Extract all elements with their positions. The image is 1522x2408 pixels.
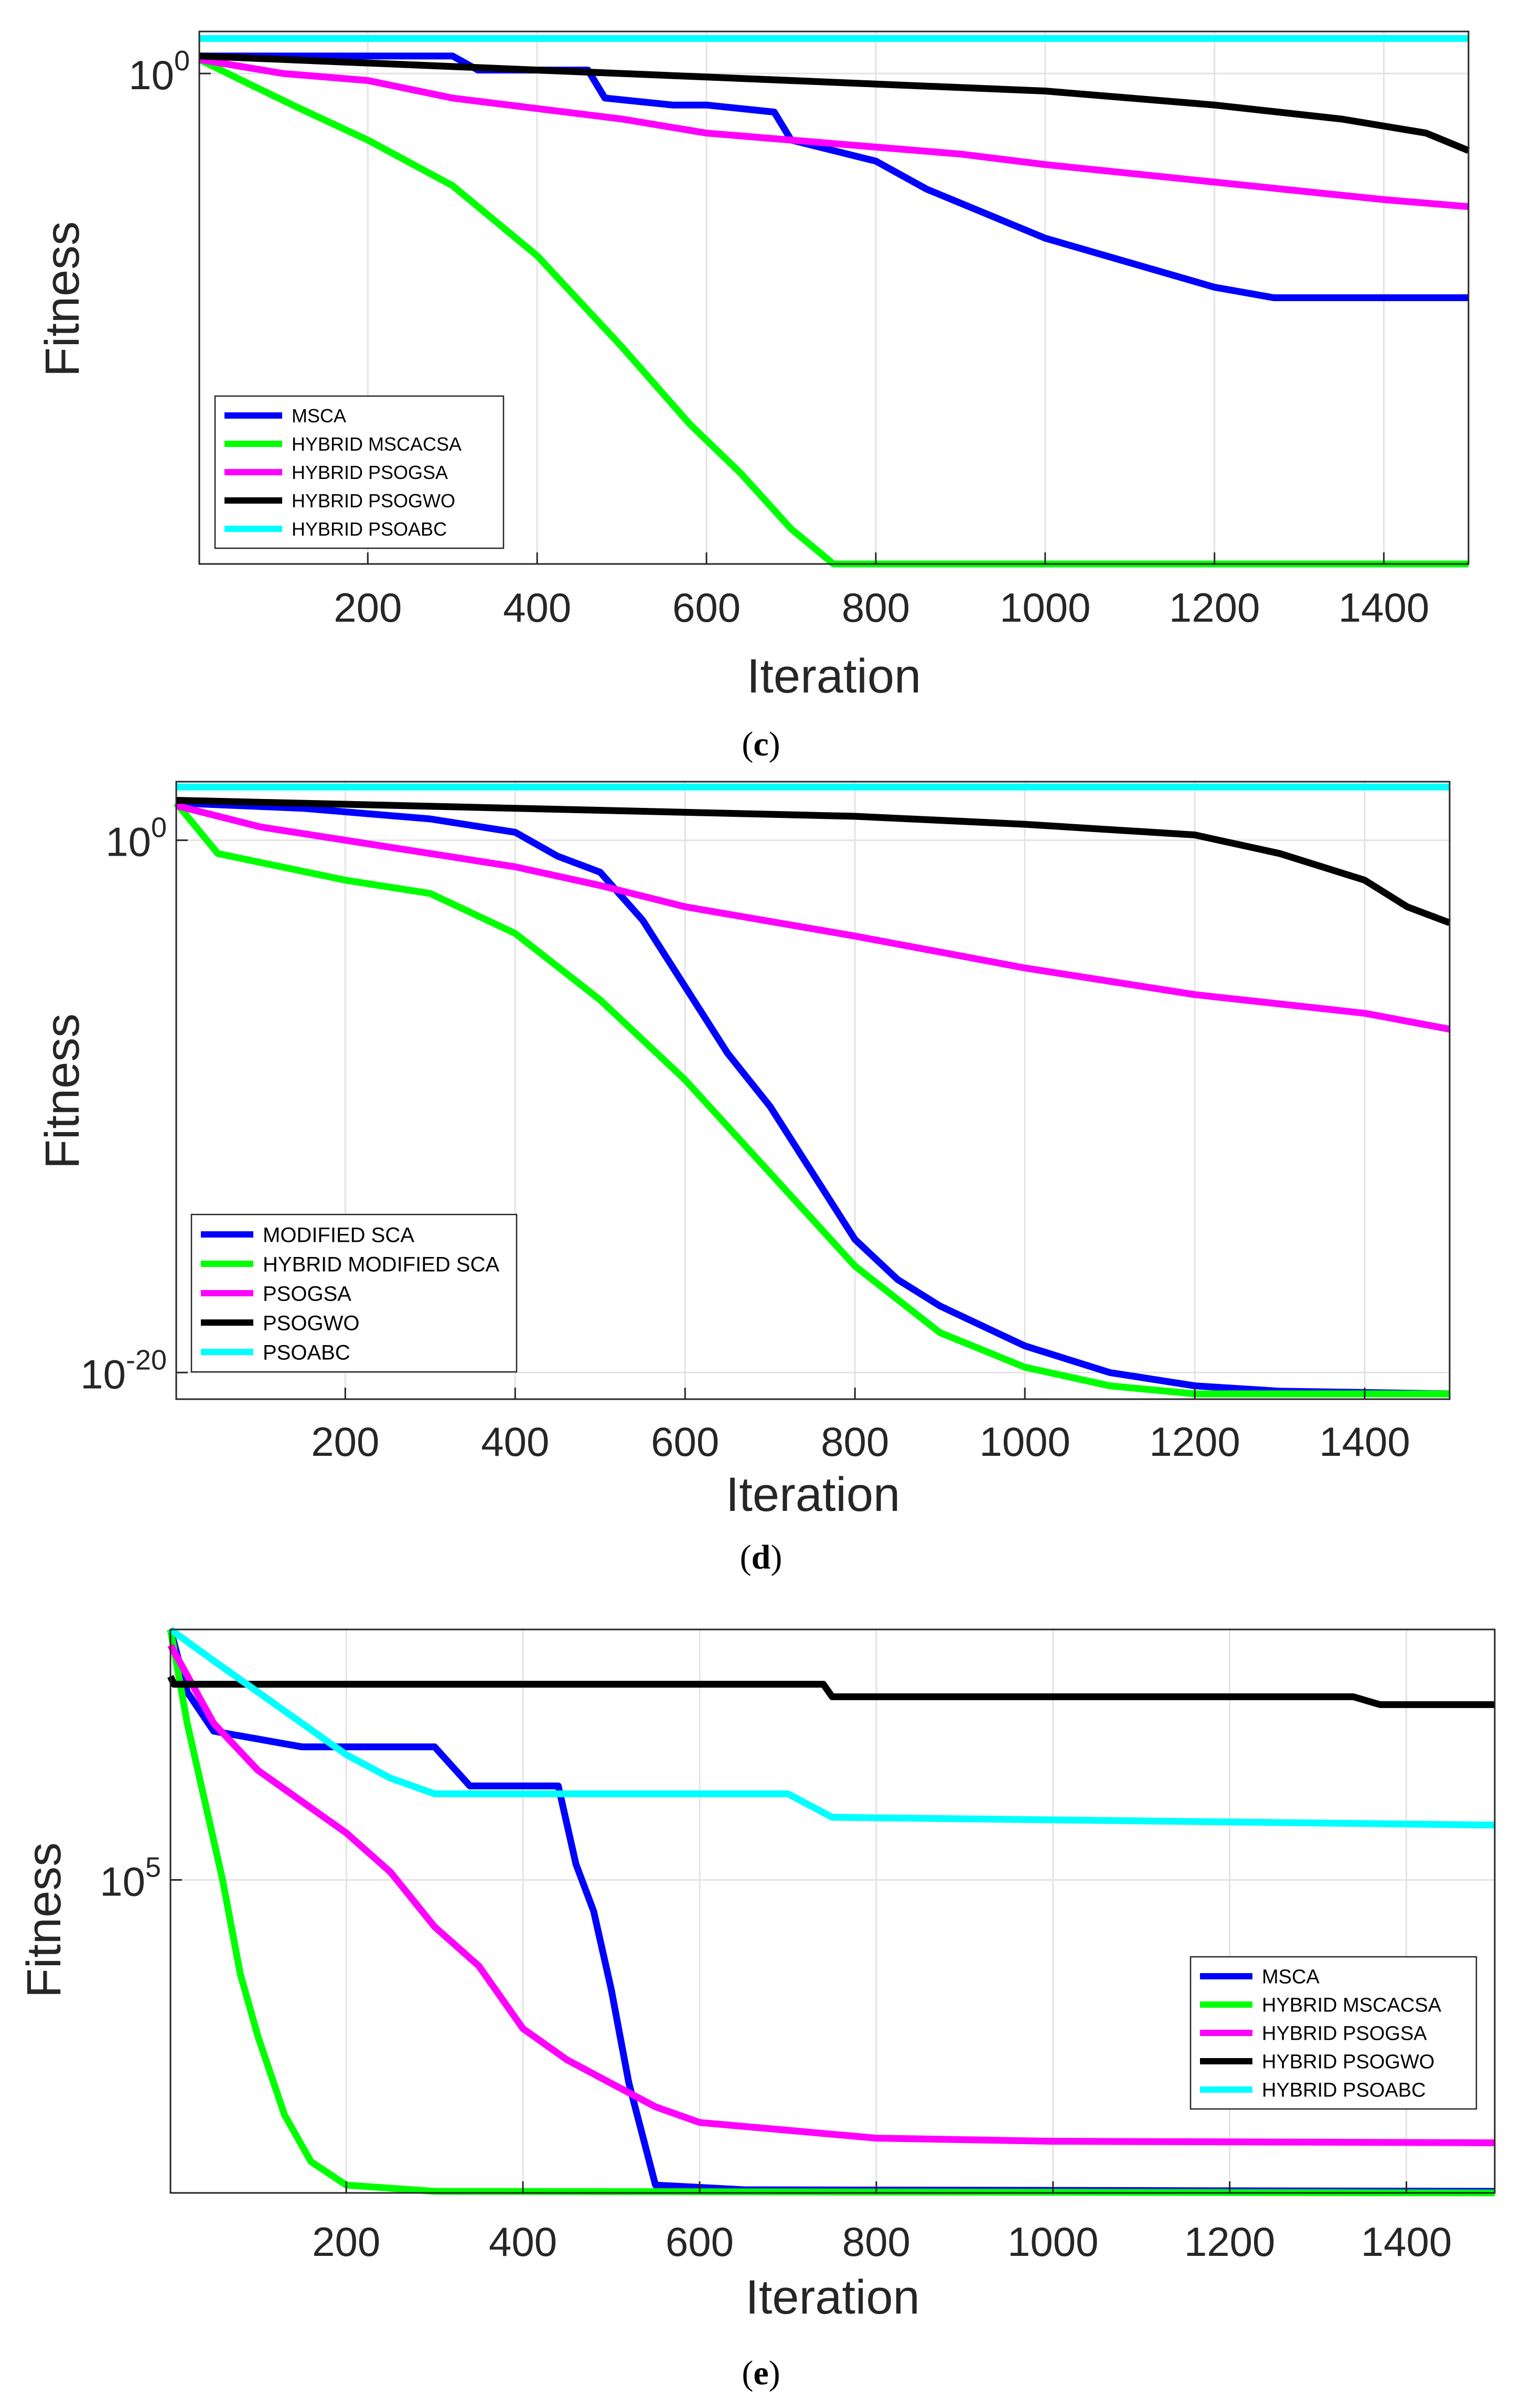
grid-lines	[199, 31, 1469, 564]
x-axis-label: Iteration	[747, 649, 921, 703]
legend: MSCA HYBRID MSCACSA HYBRID PSOGSA HYBRID PS…	[214, 395, 505, 549]
legend-label: HYBRID PSOGSA	[292, 462, 448, 483]
y-axis-label: Fitness	[36, 1014, 89, 1169]
x-tick-label: 800	[821, 1419, 889, 1465]
plot-frame	[175, 781, 1451, 1400]
legend-label: MSCA	[292, 405, 346, 427]
legend-label: HYBRID PSOABC	[1262, 2080, 1426, 2102]
chart-panel-c: 200 400 600 800 1000 1200 1400 100 Iteration F…	[36, 30, 1470, 763]
series-line-hybrid-mscacsa	[167, 1628, 1495, 2197]
y-axis-ticks: 100	[128, 45, 211, 98]
x-tick-label: 1200	[1149, 1419, 1240, 1465]
series-line-hybrid-mscacsa	[198, 56, 1469, 568]
panel-letter: c	[753, 725, 768, 763]
series-line-msca	[167, 1628, 1495, 2195]
legend-label: HYBRID MSCACSA	[292, 433, 462, 455]
panel-label: (d)	[740, 1538, 783, 1576]
x-tick-label: 1200	[1184, 2219, 1276, 2265]
panel-letter: d	[752, 1538, 771, 1576]
y-tick-label: 100	[128, 45, 190, 98]
x-tick-label: 600	[672, 584, 741, 631]
legend-label: PSOGSA	[263, 1282, 351, 1305]
x-tick-label: 200	[334, 584, 402, 631]
x-tick-label: 1200	[1169, 584, 1260, 631]
x-tick-label: 1000	[1000, 584, 1091, 631]
panel-label: (c)	[742, 725, 780, 763]
y-tick-label: 105	[100, 1851, 161, 1904]
panel-label: (e)	[742, 2354, 780, 2392]
series-line-psogwo	[176, 797, 1451, 926]
series-lines	[198, 35, 1470, 568]
series-line-hybrid-psogwo	[167, 1675, 1495, 1708]
series-line-modified-sca	[176, 800, 1450, 1398]
series-lines	[167, 1626, 1495, 2197]
legend-label: HYBRID PSOGSA	[1262, 2023, 1427, 2045]
panel-letter: e	[753, 2354, 768, 2392]
x-axis-label: Iteration	[726, 1468, 900, 1521]
x-tick-label: 1000	[979, 1419, 1070, 1465]
x-tick-label: 400	[503, 584, 571, 631]
y-axis-ticks: 100 10-20	[80, 812, 188, 1397]
legend-label: PSOABC	[263, 1341, 350, 1364]
legend: MSCA HYBRID MSCACSA HYBRID PSOGSA HYBRID PS…	[1189, 1956, 1477, 2110]
legend-label: HYBRID MSCACSA	[1262, 1995, 1442, 2017]
x-tick-label: 1400	[1338, 584, 1430, 631]
y-axis-label: Fitness	[36, 221, 89, 377]
legend-label: HYBRID MODIFIED SCA	[263, 1253, 499, 1276]
x-axis-label: Iteration	[745, 2271, 919, 2324]
x-tick-label: 1000	[1007, 2219, 1099, 2265]
legend-label: HYBRID PSOGWO	[292, 490, 455, 512]
y-tick-label: 100	[105, 812, 167, 865]
x-tick-label: 1400	[1361, 2219, 1452, 2265]
series-line-hybrid-psoabc	[168, 1626, 1495, 1829]
plot-frame	[198, 30, 1470, 565]
plot-frame	[169, 1628, 1496, 2194]
series-lines	[173, 783, 1451, 1398]
legend-label: MODIFIED SCA	[263, 1223, 414, 1246]
series-line-hybrid-modified-sca	[173, 801, 1450, 1398]
y-tick-label: 10-20	[80, 1344, 167, 1397]
x-tick-label: 200	[312, 2219, 380, 2265]
legend-label: HYBRID PSOABC	[292, 518, 447, 540]
series-line-hybrid-psogwo	[199, 52, 1470, 154]
series-line-psogsa	[175, 802, 1451, 1033]
x-axis-ticks: 200 400 600 800 1000 1200 1400	[312, 2181, 1452, 2265]
x-tick-label: 1400	[1319, 1419, 1410, 1465]
x-tick-label: 600	[651, 1419, 719, 1465]
x-axis-ticks: 200 400 600 800 1000 1200 1400	[311, 1388, 1410, 1465]
x-tick-label: 400	[489, 2219, 557, 2265]
chart-panel-d: 200 400 600 800 1000 1200 1400 100 10-20 Iterat…	[36, 781, 1451, 1576]
series-line-hybrid-psogsa	[198, 56, 1469, 210]
x-tick-label: 200	[311, 1419, 379, 1465]
legend-label: PSOGWO	[263, 1312, 359, 1335]
legend-label: MSCA	[1262, 1966, 1320, 1988]
series-line-hybrid-psogsa	[167, 1643, 1495, 2146]
y-axis-ticks: 105	[100, 1851, 182, 1904]
x-tick-label: 800	[842, 584, 910, 631]
x-tick-label: 600	[666, 2219, 734, 2265]
legend-label: HYBRID PSOGWO	[1262, 2051, 1434, 2073]
x-tick-label: 800	[842, 2219, 910, 2265]
y-axis-label: Fitness	[17, 1842, 71, 1998]
chart-panel-e: 200 400 600 800 1000 1200 1400 105 Iteration F…	[17, 1626, 1496, 2392]
legend: MODIFIED SCA HYBRID MODIFIED SCA PSOGSA PSO…	[190, 1213, 518, 1373]
x-tick-label: 400	[481, 1419, 549, 1465]
x-axis-ticks: 200 400 600 800 1000 1200 1400	[334, 552, 1429, 631]
